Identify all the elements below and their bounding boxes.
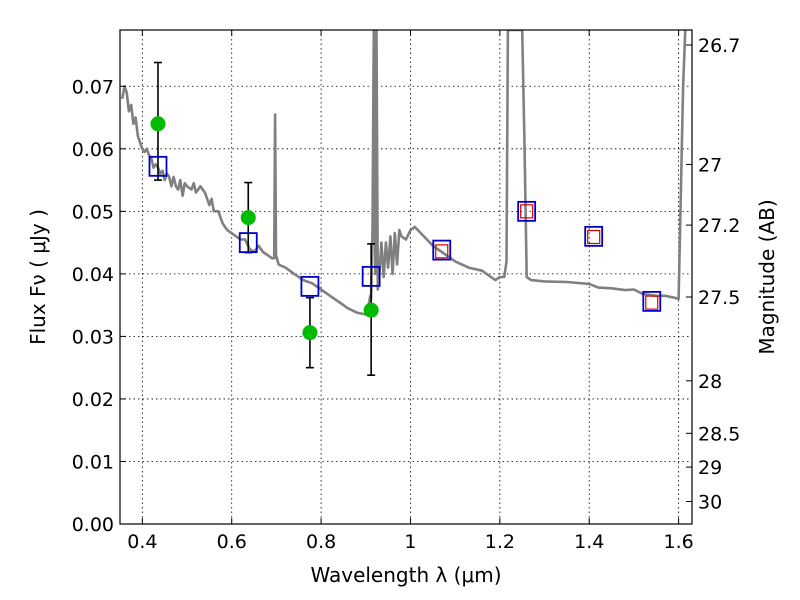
right-tick-label-7: 30 <box>698 491 722 513</box>
model-ir-point-1 <box>520 204 534 219</box>
x-tick-label-5: 1.4 <box>574 531 604 553</box>
model-point-2 <box>300 275 320 297</box>
x-tick-label-4: 1.2 <box>485 531 515 553</box>
tick-layer: 0.4 0.6 0.8 1 1.2 1.4 1.6 0.00 0.01 0.02 0.03 0.04 0… <box>72 30 740 553</box>
model-point-5 <box>517 200 537 222</box>
y-axis-label: Flux Fν ( μJy ) <box>26 209 50 345</box>
right-tick-label-4: 28 <box>698 371 722 393</box>
model-ir-point-2 <box>587 229 601 245</box>
right-tick-label-0: 26.7 <box>698 35 740 57</box>
y-tick-label-2: 0.02 <box>72 389 114 411</box>
y-right-axis-label: Magnitude (AB) <box>755 199 779 354</box>
grid-layer <box>120 30 692 525</box>
marker-layer <box>148 61 662 376</box>
x-axis-label: Wavelength λ (μm) <box>310 563 501 587</box>
right-tick-label-1: 27 <box>698 154 722 176</box>
y-tick-label-7: 0.07 <box>72 76 114 98</box>
observed-point-2 <box>302 325 318 341</box>
observed-point-1 <box>240 210 256 226</box>
right-tick-label-6: 29 <box>698 457 722 479</box>
model-ir-point-0 <box>435 244 449 259</box>
y-tick-label-0: 0.00 <box>72 514 114 536</box>
y-tick-label-5: 0.05 <box>72 201 114 223</box>
y-tick-label-3: 0.03 <box>72 326 114 348</box>
x-tick-label-0: 0.4 <box>127 531 157 553</box>
model-point-6 <box>584 225 604 247</box>
observed-point-0 <box>150 116 166 132</box>
model-point-7 <box>642 290 662 312</box>
model-ir-point-3 <box>645 295 659 310</box>
x-tick-label-3: 1 <box>404 531 416 553</box>
x-tick-label-6: 1.6 <box>663 531 693 553</box>
y-tick-label-4: 0.04 <box>72 264 114 286</box>
model-point-4 <box>432 239 452 261</box>
right-tick-label-5: 28.5 <box>698 423 740 445</box>
y-tick-label-6: 0.06 <box>72 139 114 161</box>
right-tick-label-2: 27.2 <box>698 215 740 237</box>
observed-point-3 <box>363 302 379 318</box>
x-tick-label-2: 0.8 <box>306 531 336 553</box>
spectrum-layer <box>120 30 687 316</box>
model-point-0 <box>148 155 168 177</box>
right-tick-label-3: 27.5 <box>698 287 740 309</box>
model-point-1 <box>238 232 258 254</box>
y-tick-label-1: 0.01 <box>72 451 114 473</box>
plot-frame <box>119 29 693 525</box>
spectrum-line <box>120 30 687 316</box>
x-tick-label-1: 0.6 <box>217 531 247 553</box>
model-point-3 <box>361 265 381 287</box>
